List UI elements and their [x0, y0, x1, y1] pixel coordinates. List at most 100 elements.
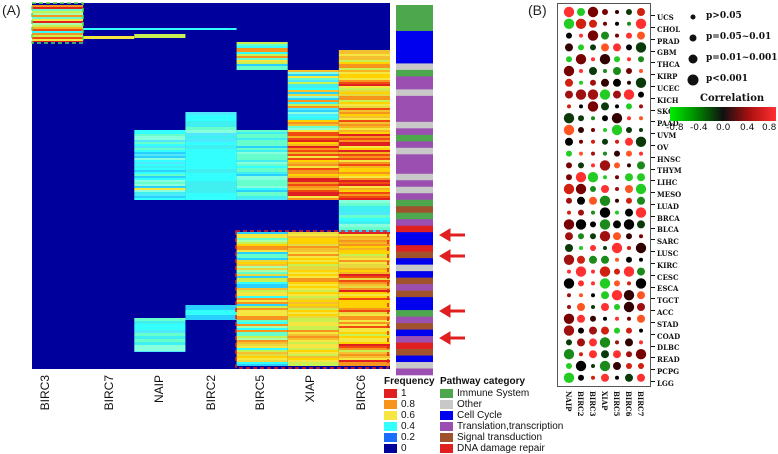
- heatmap-cell: [236, 158, 288, 160]
- heatmap-cell: [338, 272, 390, 274]
- correlation-dot: [591, 293, 595, 298]
- correlation-dot: [587, 89, 599, 100]
- heatmap-cell: [338, 320, 390, 322]
- pathway-bar-segment: [396, 329, 433, 337]
- heatmap-cell: [338, 274, 390, 276]
- heatmap-cell: [287, 122, 339, 124]
- heatmap-cell: [338, 160, 390, 162]
- heatmap-cell: [338, 124, 390, 126]
- pathway-bar-segment: [396, 193, 433, 201]
- xlabel-birc5: BIRC5: [253, 375, 267, 411]
- heatmap-cell: [338, 314, 390, 316]
- heatmap-cell: [236, 308, 288, 310]
- correlation-dot: [599, 195, 611, 206]
- heatmap-cell: [32, 7, 84, 9]
- heatmap-cell: [338, 58, 390, 60]
- heatmap-cell: [287, 94, 339, 96]
- correlation-dot: [579, 80, 583, 85]
- heatmap-cell: [236, 146, 288, 148]
- heatmap-cell: [287, 342, 339, 344]
- pathway-bar-segment: [396, 180, 433, 188]
- correlation-dot: [603, 246, 607, 250]
- heatmap-cell: [236, 334, 288, 336]
- heatmap-cell: [287, 356, 339, 358]
- correlation-dot: [563, 254, 575, 265]
- cancer-label: KIRP: [657, 72, 678, 81]
- heatmap-cell: [287, 282, 339, 284]
- heatmap-cell: [287, 124, 339, 126]
- heatmap-cell: [185, 124, 237, 127]
- heatmap-cell: [134, 156, 186, 158]
- frequency-legend-item: 1: [384, 388, 435, 399]
- heatmap-cell: [287, 360, 339, 362]
- heatmap-cell: [287, 324, 339, 326]
- pathway-bar-segment: [396, 89, 433, 97]
- heatmap-cell: [338, 203, 390, 206]
- heatmap-cell: [236, 300, 288, 302]
- heatmap-cell: [287, 96, 339, 98]
- correlation-dot: [637, 267, 645, 276]
- heatmap-cell: [236, 232, 288, 234]
- correlation-dot: [615, 175, 619, 180]
- correlation-dot: [579, 151, 583, 156]
- correlation-dot: [615, 210, 619, 215]
- heatmap-cell: [287, 296, 339, 298]
- heatmap-cell: [338, 170, 390, 172]
- heatmap-cell: [134, 170, 186, 172]
- heatmap-cell: [338, 358, 390, 360]
- panel-b-label: (B): [528, 2, 547, 18]
- heatmap-cell: [236, 170, 288, 172]
- cancer-tick: SKCM: [651, 101, 681, 119]
- heatmap-cell: [338, 178, 390, 180]
- correlation-dot: [563, 372, 575, 383]
- heatmap-cell: [287, 170, 339, 172]
- correlation-dot: [591, 139, 595, 144]
- heatmap-cell: [236, 264, 288, 266]
- heatmap-cell: [287, 126, 339, 128]
- xlabel-birc6: BIRC6: [354, 375, 368, 411]
- heatmap-cell: [287, 284, 339, 286]
- heatmap-cell: [338, 108, 390, 110]
- pathway-bar-segment: [396, 232, 433, 239]
- heatmap-cell: [338, 156, 390, 158]
- heatmap-cell: [134, 136, 186, 138]
- heatmap-cell: [236, 362, 288, 364]
- heatmap-cell: [236, 352, 288, 354]
- correlation-dot: [603, 151, 607, 156]
- cancer-tick: LUSC: [651, 243, 678, 261]
- heatmap-cell: [287, 232, 339, 234]
- heatmap-cell: [236, 68, 288, 70]
- heatmap-cell: [338, 98, 390, 100]
- pathway-bar-segment: [396, 323, 433, 330]
- heatmap-cell: [338, 290, 390, 292]
- correlation-dot: [627, 80, 631, 85]
- correlation-dot: [591, 364, 595, 368]
- pathway-bar-segment: [396, 108, 433, 116]
- heatmap-cell: [338, 292, 390, 294]
- heatmap-cell: [134, 176, 186, 178]
- cancer-tick: BLCA: [651, 219, 679, 237]
- correlation-dot: [599, 54, 611, 65]
- heatmap-cell: [236, 256, 288, 258]
- heatmap-cell: [287, 346, 339, 348]
- correlation-dot: [567, 269, 571, 274]
- heatmap-cell: [236, 266, 288, 268]
- heatmap-cell: [287, 198, 339, 200]
- heatmap-cell: [236, 168, 288, 170]
- heatmap-cell: [236, 138, 288, 140]
- heatmap-cell: [134, 168, 186, 170]
- correlation-dot: [578, 115, 584, 122]
- correlation-dot: [599, 360, 611, 372]
- heatmap-cell: [287, 320, 339, 322]
- pathway-bar-segment: [396, 82, 433, 90]
- heatmap-cell: [287, 260, 339, 262]
- heatmap-cell: [236, 172, 288, 174]
- heatmap-cell: [338, 206, 390, 209]
- heatmap-cell: [134, 339, 186, 342]
- heatmap-cell: [236, 180, 288, 182]
- heatmap-cell: [287, 138, 339, 140]
- heatmap-cell: [236, 276, 288, 278]
- heatmap-cell: [287, 194, 339, 196]
- heatmap-cell: [287, 350, 339, 352]
- correlation-dot: [599, 207, 611, 218]
